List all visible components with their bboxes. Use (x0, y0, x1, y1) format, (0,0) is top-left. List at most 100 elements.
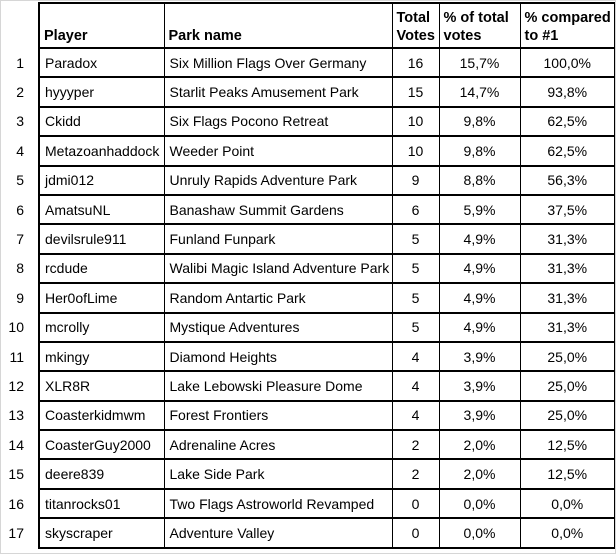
total-votes-cell[interactable]: 0 (391, 517, 440, 549)
pct-vs-first-cell[interactable]: 12,5% (519, 458, 615, 490)
pct-vs-first-cell[interactable]: 31,3% (519, 311, 615, 343)
park-name-cell[interactable]: Walibi Magic Island Adventure Park (163, 252, 393, 285)
rank-cell[interactable]: 15 (1, 459, 39, 489)
total-votes-cell[interactable]: 15 (391, 76, 440, 108)
col-header-pct-of-total-votes[interactable]: % of total votes (438, 2, 521, 49)
park-name-cell[interactable]: Weeder Point (163, 135, 393, 167)
player-cell[interactable]: deere839 (38, 458, 165, 490)
total-votes-cell[interactable]: 2 (391, 429, 440, 461)
total-votes-cell[interactable]: 10 (391, 135, 440, 167)
col-header-park-name[interactable]: Park name (163, 2, 393, 49)
col-header-player[interactable]: Player (38, 2, 165, 49)
player-cell[interactable]: jdmi012 (38, 164, 165, 196)
pct-vs-first-cell[interactable]: 31,3% (519, 223, 615, 255)
park-name-cell[interactable]: Random Antartic Park (163, 282, 393, 314)
pct-of-total-cell[interactable]: 0,0% (438, 517, 521, 549)
park-name-cell[interactable]: Six Million Flags Over Germany (163, 46, 393, 79)
park-name-cell[interactable]: Diamond Heights (163, 340, 393, 373)
rank-cell[interactable]: 11 (1, 341, 39, 372)
pct-of-total-cell[interactable]: 3,9% (438, 399, 521, 432)
pct-of-total-cell[interactable]: 4,9% (438, 311, 521, 343)
pct-of-total-cell[interactable]: 9,8% (438, 105, 521, 138)
pct-of-total-cell[interactable]: 3,9% (438, 370, 521, 402)
total-votes-cell[interactable]: 4 (391, 370, 440, 402)
park-name-cell[interactable]: Two Flags Astroworld Revamped (163, 487, 393, 520)
player-cell[interactable]: devilsrule911 (38, 223, 165, 255)
pct-of-total-cell[interactable]: 4,9% (438, 282, 521, 314)
park-name-cell[interactable]: Adrenaline Acres (163, 429, 393, 461)
pct-vs-first-cell[interactable]: 37,5% (519, 193, 615, 226)
player-cell[interactable]: Metazoanhaddock (38, 135, 165, 167)
total-votes-cell[interactable]: 4 (391, 340, 440, 373)
rank-cell[interactable]: 2 (1, 77, 39, 107)
player-cell[interactable]: hyyyper (38, 76, 165, 108)
pct-vs-first-cell[interactable]: 25,0% (519, 399, 615, 432)
pct-vs-first-cell[interactable]: 93,8% (519, 76, 615, 108)
player-cell[interactable]: rcdude (38, 252, 165, 285)
pct-vs-first-cell[interactable]: 12,5% (519, 429, 615, 461)
player-cell[interactable]: skyscraper (38, 517, 165, 549)
park-name-cell[interactable]: Funland Funpark (163, 223, 393, 255)
rank-cell[interactable]: 9 (1, 283, 39, 313)
pct-of-total-cell[interactable]: 4,9% (438, 223, 521, 255)
pct-vs-first-cell[interactable]: 31,3% (519, 252, 615, 285)
rank-cell[interactable]: 12 (1, 371, 39, 401)
rank-cell[interactable]: 6 (1, 194, 39, 225)
player-cell[interactable]: mcrolly (38, 311, 165, 343)
player-cell[interactable]: titanrocks01 (38, 487, 165, 520)
park-name-cell[interactable]: Adventure Valley (163, 517, 393, 549)
park-name-cell[interactable]: Unruly Rapids Adventure Park (163, 164, 393, 196)
total-votes-cell[interactable]: 5 (391, 311, 440, 343)
rank-cell[interactable]: 7 (1, 224, 39, 254)
player-cell[interactable]: Coasterkidmwm (38, 399, 165, 432)
pct-vs-first-cell[interactable]: 25,0% (519, 340, 615, 373)
pct-vs-first-cell[interactable]: 0,0% (519, 487, 615, 520)
total-votes-cell[interactable]: 6 (391, 193, 440, 226)
total-votes-cell[interactable]: 9 (391, 164, 440, 196)
rank-cell[interactable]: 14 (1, 430, 39, 460)
rank-cell[interactable]: 4 (1, 136, 39, 166)
player-cell[interactable]: Her0ofLime (38, 282, 165, 314)
pct-vs-first-cell[interactable]: 100,0% (519, 46, 615, 79)
pct-of-total-cell[interactable]: 14,7% (438, 76, 521, 108)
col-header-pct-compared-to-1[interactable]: % compared to #1 (519, 2, 615, 49)
pct-vs-first-cell[interactable]: 62,5% (519, 135, 615, 167)
col-header-total-votes[interactable]: Total Votes (391, 2, 440, 49)
rank-cell[interactable]: 8 (1, 253, 39, 284)
park-name-cell[interactable]: Lake Side Park (163, 458, 393, 490)
pct-vs-first-cell[interactable]: 56,3% (519, 164, 615, 196)
pct-of-total-cell[interactable]: 15,7% (438, 46, 521, 79)
total-votes-cell[interactable]: 4 (391, 399, 440, 432)
total-votes-cell[interactable]: 10 (391, 105, 440, 138)
park-name-cell[interactable]: Six Flags Pocono Retreat (163, 105, 393, 138)
pct-of-total-cell[interactable]: 3,9% (438, 340, 521, 373)
park-name-cell[interactable]: Banashaw Summit Gardens (163, 193, 393, 226)
park-name-cell[interactable]: Mystique Adventures (163, 311, 393, 343)
pct-vs-first-cell[interactable]: 62,5% (519, 105, 615, 138)
park-name-cell[interactable]: Forest Frontiers (163, 399, 393, 432)
rank-cell[interactable]: 1 (1, 48, 39, 78)
total-votes-cell[interactable]: 5 (391, 223, 440, 255)
pct-of-total-cell[interactable]: 2,0% (438, 458, 521, 490)
pct-of-total-cell[interactable]: 4,9% (438, 252, 521, 285)
total-votes-cell[interactable]: 2 (391, 458, 440, 490)
total-votes-cell[interactable]: 0 (391, 487, 440, 520)
rank-cell[interactable]: 17 (1, 518, 39, 548)
player-cell[interactable]: CoasterGuy2000 (38, 429, 165, 461)
pct-of-total-cell[interactable]: 9,8% (438, 135, 521, 167)
player-cell[interactable]: mkingy (38, 340, 165, 373)
player-cell[interactable]: AmatsuNL (38, 193, 165, 226)
rank-cell[interactable]: 16 (1, 488, 39, 519)
total-votes-cell[interactable]: 5 (391, 252, 440, 285)
total-votes-cell[interactable]: 5 (391, 282, 440, 314)
player-cell[interactable]: XLR8R (38, 370, 165, 402)
park-name-cell[interactable]: Lake Lebowski Pleasure Dome (163, 370, 393, 402)
rank-cell[interactable]: 10 (1, 312, 39, 342)
pct-of-total-cell[interactable]: 5,9% (438, 193, 521, 226)
rank-cell[interactable]: 3 (1, 106, 39, 137)
pct-of-total-cell[interactable]: 2,0% (438, 429, 521, 461)
rank-cell[interactable]: 5 (1, 165, 39, 195)
pct-vs-first-cell[interactable]: 31,3% (519, 282, 615, 314)
player-cell[interactable]: Paradox (38, 46, 165, 79)
player-cell[interactable]: Ckidd (38, 105, 165, 138)
